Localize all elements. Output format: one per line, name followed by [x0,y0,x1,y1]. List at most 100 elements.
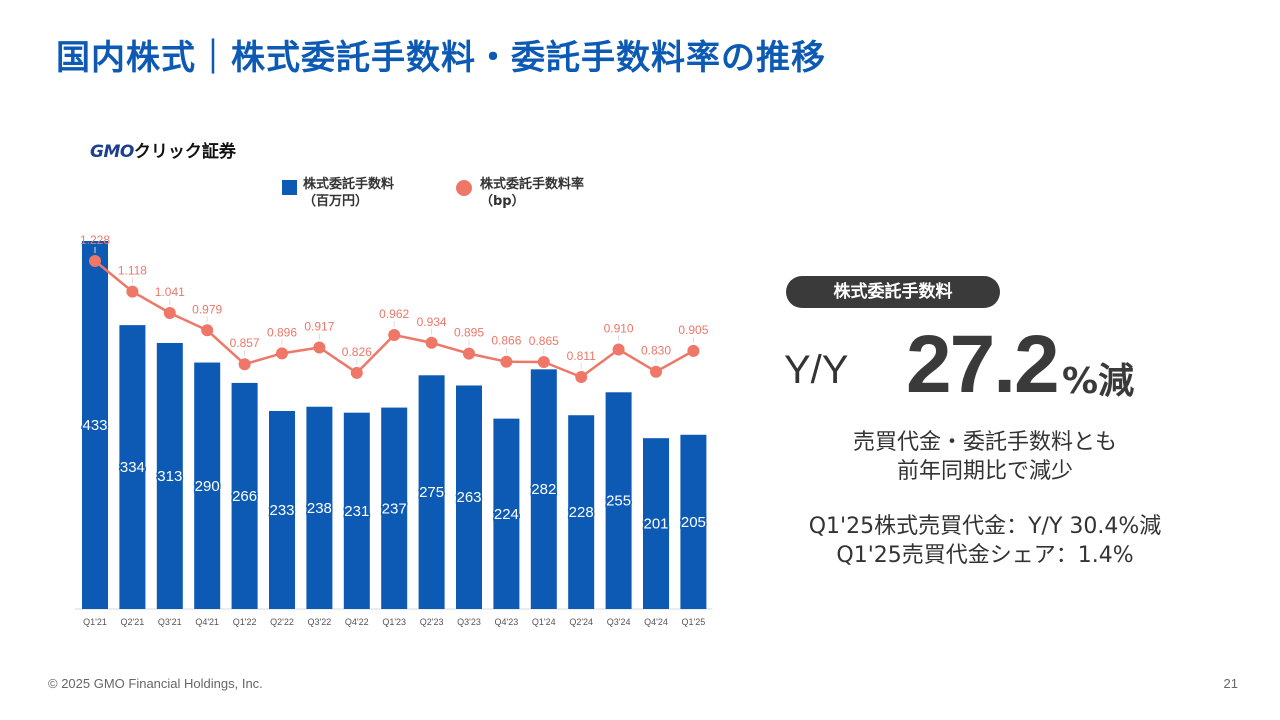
x-tick-label-1: Q2'21 [121,617,145,627]
x-tick-label-0: Q1'21 [83,617,107,627]
rate-point-11 [500,355,513,368]
commission-chart: 433 334 313 290 266 233 238 231 237 275 263 224 282 2… [75,233,713,627]
rate-point-4 [238,358,251,371]
legend-item-line: 株式委託手数料率 （bp） [456,176,584,210]
x-tick-label-5: Q2'22 [270,617,294,627]
bar-14 [605,392,632,609]
bar-0 [82,241,108,609]
metric-pill: 株式委託手数料 [786,276,1000,308]
bar-6 [306,406,333,609]
rate-point-2 [163,307,176,320]
rate-point-10 [463,347,475,360]
summary-2-line-2: Q1'25売買代金シェア：1.4% [836,543,1134,568]
rate-value-label-0: 1.228 [80,233,110,247]
bar-value-label-7: 231 [344,503,369,520]
bar-value-label-3: 290 [195,478,220,495]
rate-value-label-8: 0.962 [379,307,409,321]
summary-2-line-1: Q1'25株式売買代金：Y/Y 30.4%減 [808,514,1162,539]
rate-value-label-10: 0.895 [454,326,484,340]
bar-9 [418,375,445,609]
rate-value-label-3: 0.979 [192,302,222,316]
x-tick-label-6: Q3'22 [308,617,332,627]
logo-gmo-text: GMO [90,142,134,162]
yy-label: Y/Y [784,348,849,392]
bar-value-label-10: 263 [456,489,481,506]
bar-16 [680,434,707,609]
bar-value-label-1: 334 [120,459,145,476]
x-tick-label-14: Q3'24 [607,617,631,627]
yy-suffix: %減 [1062,361,1135,402]
bar-5 [269,410,295,609]
bar-value-label-2: 313 [157,468,182,485]
bar-4 [231,382,258,609]
legend-line-swatch [456,180,472,196]
bar-13 [568,415,595,609]
bar-10 [456,385,482,609]
rate-point-12 [537,355,550,368]
rate-point-7 [350,366,363,379]
bar-3 [194,362,221,609]
rate-value-label-1: 1.118 [118,264,147,278]
legend-bar-swatch [282,180,297,195]
summary-1-line-2: 前年同期比で減少 [896,459,1073,484]
bar-7 [343,412,370,609]
summary-1-line-1: 売買代金・委託手数料とも [852,430,1117,455]
bar-value-label-11: 224 [494,506,519,523]
x-tick-label-7: Q4'22 [345,617,369,627]
legend-line-unit: （bp） [480,194,525,209]
bar-value-label-12: 282 [531,481,556,498]
x-tick-label-4: Q1'22 [233,617,257,627]
x-tick-label-10: Q3'23 [457,617,481,627]
legend-item-bar: 株式委託手数料 （百万円） [282,176,394,210]
page-number: 21 [1223,676,1238,691]
bar-value-label-16: 205 [681,514,706,531]
page-title: 国内株式｜株式委託手数料・委託手数料率の推移 [56,38,826,78]
x-tick-label-15: Q4'24 [644,617,668,627]
x-tick-label-16: Q1'25 [682,617,706,627]
rate-value-label-9: 0.934 [417,315,447,329]
x-tick-label-2: Q3'21 [158,617,182,627]
rate-value-label-12: 0.865 [529,334,559,348]
rate-value-label-7: 0.826 [342,345,372,359]
legend-bar-label: 株式委託手数料 [303,177,395,192]
bar-value-label-8: 237 [382,500,407,517]
legend-bar-unit: （百万円） [303,194,369,209]
rate-value-label-11: 0.866 [491,334,521,348]
x-tick-label-11: Q4'23 [495,617,519,627]
rate-point-14 [612,343,625,356]
x-tick-label-13: Q2'24 [569,617,593,627]
bar-value-label-13: 228 [569,504,594,521]
rate-value-label-14: 0.910 [604,321,634,335]
yy-value: 27.2 [906,319,1060,410]
bar-value-label-15: 201 [643,516,668,533]
bar-2 [156,342,183,609]
rate-value-label-6: 0.917 [304,320,334,334]
company-logo: GMOクリック証券 [90,137,236,162]
bar-15 [643,438,669,609]
x-tick-label-3: Q4'21 [195,617,219,627]
bar-12 [530,369,557,609]
bar-11 [493,418,520,609]
rate-value-label-16: 0.905 [678,323,708,337]
x-tick-label-12: Q1'24 [532,617,556,627]
rate-value-label-5: 0.896 [267,325,297,339]
rate-value-label-15: 0.830 [641,344,671,358]
bar-value-label-4: 266 [232,488,257,505]
summary-block-2: Q1'25株式売買代金：Y/Y 30.4%減 Q1'25売買代金シェア：1.4% [790,512,1180,570]
rate-value-label-4: 0.857 [230,336,260,350]
rate-point-1 [126,285,139,298]
bar-value-label-9: 275 [419,484,444,501]
rate-point-16 [687,344,700,357]
rate-point-15 [650,365,662,378]
rate-value-label-2: 1.041 [155,285,185,299]
bar-1 [119,325,146,609]
summary-block-1: 売買代金・委託手数料とも 前年同期比で減少 [790,428,1180,486]
rate-point-8 [388,328,401,341]
rate-point-3 [201,324,214,337]
bar-value-label-0: 433 [82,417,107,434]
bar-value-label-6: 238 [307,500,332,517]
bar-value-label-14: 255 [606,493,631,510]
rate-value-label-13: 0.811 [567,349,596,363]
rate-point-0 [89,255,101,267]
copyright-footer: © 2025 GMO Financial Holdings, Inc. [48,676,263,691]
